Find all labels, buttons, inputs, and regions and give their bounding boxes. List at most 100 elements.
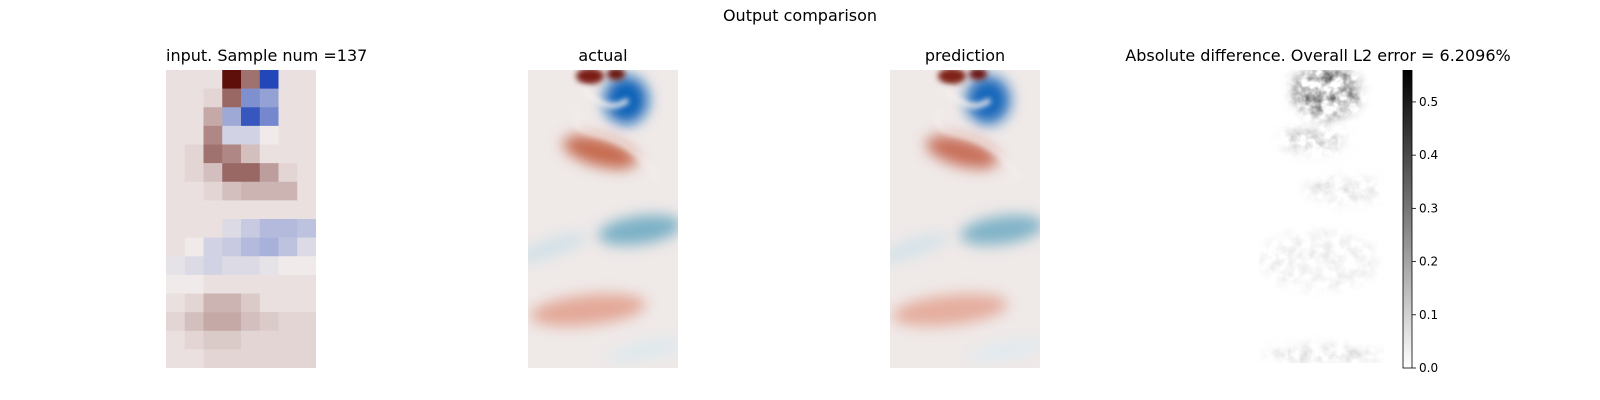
colorbar-tick-label: 0.1 <box>1419 308 1438 322</box>
input-cell <box>297 88 316 108</box>
input-cell <box>241 237 261 257</box>
difference-colorbar: 0.0 0.1 0.2 0.3 0.4 0.5 <box>1402 70 1438 375</box>
difference-heatmap <box>1244 70 1394 368</box>
colorbar-tick-label: 0.0 <box>1419 361 1438 375</box>
input-cell <box>259 312 279 332</box>
input-cell <box>222 181 242 201</box>
input-cell <box>203 349 223 368</box>
colorbar-tick-label: 0.3 <box>1419 201 1438 215</box>
input-cell <box>222 349 242 368</box>
input-cell <box>184 293 204 313</box>
input-cell <box>184 125 204 145</box>
input-cell <box>222 293 242 313</box>
input-cell <box>278 312 298 332</box>
input-cell <box>259 125 279 145</box>
input-cell <box>184 330 204 350</box>
input-cell <box>297 107 316 127</box>
input-cell <box>222 256 242 276</box>
input-cell <box>297 274 316 294</box>
input-cell <box>184 163 204 183</box>
input-cell <box>278 237 298 257</box>
input-cell <box>184 88 204 108</box>
input-cell <box>278 163 298 183</box>
input-cell <box>297 163 316 183</box>
input-cell <box>222 330 242 350</box>
input-cell <box>259 349 279 368</box>
actual-panel-title: actual <box>578 46 628 65</box>
input-cell <box>278 274 298 294</box>
input-cell <box>203 293 223 313</box>
difference-panel-title: Absolute difference. Overall L2 error = … <box>1125 46 1511 65</box>
input-cell <box>184 349 204 368</box>
input-cell <box>166 144 186 164</box>
input-cell <box>278 293 298 313</box>
input-cell <box>166 125 186 145</box>
input-cell <box>166 70 186 89</box>
input-cell <box>259 219 279 238</box>
input-cell <box>184 107 204 127</box>
input-cell <box>222 312 242 332</box>
input-cell <box>259 200 279 220</box>
input-cell <box>241 88 261 108</box>
input-cell <box>184 181 204 201</box>
input-cell <box>203 144 223 164</box>
input-cell <box>166 200 186 220</box>
input-cell <box>297 125 316 145</box>
input-cell <box>278 256 298 276</box>
input-cell <box>203 256 223 276</box>
input-cell <box>259 274 279 294</box>
input-cell <box>166 107 186 127</box>
input-cell <box>241 274 261 294</box>
input-cell <box>184 256 204 276</box>
input-cell <box>222 107 242 127</box>
input-cell <box>184 312 204 332</box>
input-cell <box>166 181 186 201</box>
input-cell <box>259 181 279 201</box>
input-cell <box>278 200 298 220</box>
input-cell <box>259 293 279 313</box>
input-cell <box>166 163 186 183</box>
input-cell <box>259 144 279 164</box>
input-cell <box>184 144 204 164</box>
input-cell <box>203 107 223 127</box>
colorbar-tick-label: 0.2 <box>1419 255 1438 269</box>
input-cell <box>297 349 316 368</box>
input-cell <box>297 200 316 220</box>
input-cell <box>222 237 242 257</box>
input-cell <box>222 144 242 164</box>
input-cell <box>241 163 261 183</box>
input-cell <box>222 200 242 220</box>
input-cell <box>222 163 242 183</box>
input-cell <box>297 312 316 332</box>
input-cell <box>241 293 261 313</box>
input-cell <box>166 274 186 294</box>
input-cell <box>297 330 316 350</box>
input-cell <box>241 256 261 276</box>
input-cell <box>278 125 298 145</box>
input-cell <box>222 70 242 89</box>
input-cell <box>203 181 223 201</box>
input-cell <box>278 330 298 350</box>
input-cell <box>184 219 204 238</box>
prediction-heatmap <box>890 70 1040 368</box>
input-cell <box>278 70 298 89</box>
input-cell <box>241 330 261 350</box>
input-cell <box>278 144 298 164</box>
input-cell <box>259 163 279 183</box>
input-cell <box>166 237 186 257</box>
colorbar-tick-label: 0.5 <box>1419 95 1438 109</box>
input-cell <box>184 200 204 220</box>
input-cell <box>241 200 261 220</box>
input-cell <box>222 88 242 108</box>
input-cell <box>203 88 223 108</box>
input-cell <box>259 237 279 257</box>
input-cell <box>203 330 223 350</box>
input-cell <box>259 256 279 276</box>
input-cell <box>203 200 223 220</box>
figure-title: Output comparison <box>722 6 878 25</box>
input-cell <box>203 312 223 332</box>
input-cell <box>297 70 316 89</box>
input-cell <box>297 256 316 276</box>
input-cell <box>241 349 261 368</box>
input-cell <box>241 312 261 332</box>
